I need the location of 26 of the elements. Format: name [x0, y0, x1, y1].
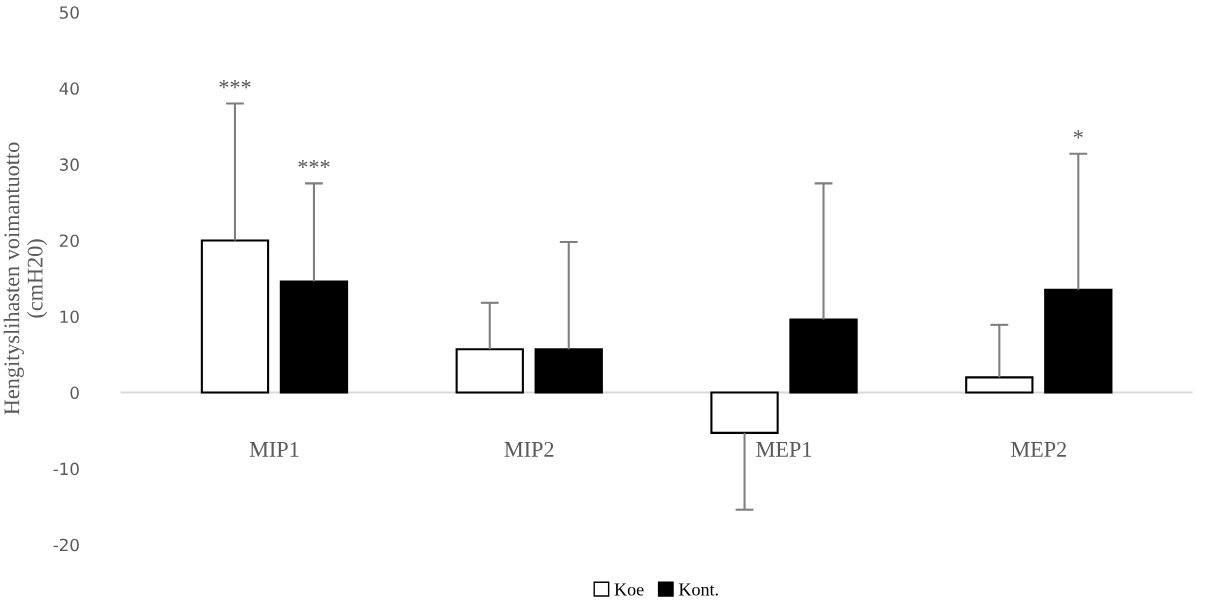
bar	[200, 239, 270, 394]
bar	[789, 318, 858, 394]
bar	[710, 391, 779, 434]
legend-label: Koe	[614, 583, 644, 596]
y-tick-label: 20	[59, 234, 79, 247]
annotation: ***	[298, 159, 330, 169]
y-tick-label: -20	[53, 538, 79, 552]
y-tick-label: 40	[59, 82, 79, 95]
x-tick-label: MEP1	[756, 441, 812, 457]
annotation: *	[1073, 130, 1083, 139]
x-tick-label: MEP2	[1011, 441, 1066, 457]
annotation: ***	[219, 80, 251, 89]
bar	[965, 376, 1034, 394]
legend-label: Kont.	[678, 583, 718, 596]
y-tick-label: 10	[60, 310, 79, 324]
y-tick-label: -10	[53, 462, 79, 476]
y-tick-label: 0	[70, 386, 79, 400]
bar	[534, 348, 603, 394]
x-tick-label: MIP1	[249, 441, 299, 457]
bar	[455, 348, 524, 394]
x-tick-label: MIP2	[504, 441, 554, 457]
bar	[1044, 288, 1113, 394]
y-tick-label: 30	[60, 158, 79, 171]
y-tick-label: 50	[60, 6, 79, 19]
y-axis-title: Hengityslihasten voimantuotto (cmH20)	[3, 142, 48, 415]
bar	[279, 280, 349, 394]
